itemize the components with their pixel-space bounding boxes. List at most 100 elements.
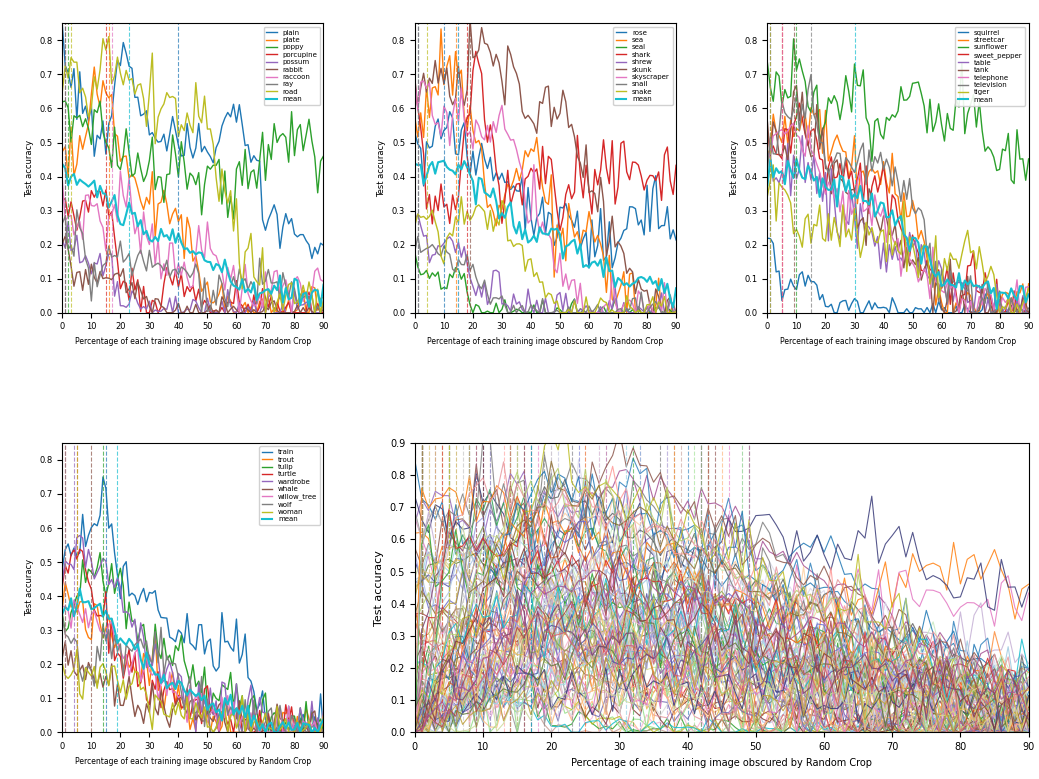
X-axis label: Percentage of each training image obscured by Random Crop: Percentage of each training image obscur…: [75, 756, 311, 766]
Line: whale: whale: [62, 642, 323, 732]
poppy: [210, 160, 222, 170]
Legend: plain, plate, poppy, porcupine, possum, rabbit, raccoon, ray, road, mean: plain, plate, poppy, porcupine, possum, …: [264, 26, 320, 105]
turtle: [213, 728, 225, 737]
table: [987, 306, 1000, 315]
plain: [117, 38, 130, 48]
road: [259, 308, 271, 317]
ray: [283, 292, 295, 301]
raccoon: [315, 275, 327, 284]
television: [967, 308, 980, 317]
snail: [408, 246, 421, 256]
mean: [664, 294, 676, 304]
mean: [302, 302, 315, 312]
woman: [317, 710, 329, 720]
Line: mean: mean: [768, 159, 1029, 309]
tiger: [1019, 292, 1032, 301]
plain: [317, 241, 329, 250]
mean: [667, 302, 680, 312]
telephone: [953, 308, 965, 317]
raccoon: [126, 206, 138, 215]
whale: [56, 653, 69, 662]
Line: trout: trout: [62, 583, 323, 732]
Line: willow_tree: willow_tree: [62, 600, 323, 732]
road: [317, 295, 329, 305]
wardrobe: [126, 622, 138, 632]
trout: [213, 728, 225, 737]
Line: tank: tank: [768, 86, 1029, 312]
raccoon: [56, 176, 69, 185]
sunflower: [796, 66, 808, 76]
skunk: [408, 74, 421, 83]
shrew: [478, 277, 490, 287]
mean: [825, 185, 837, 194]
television: [805, 70, 818, 79]
sunflower: [1019, 175, 1032, 185]
wolf: [56, 612, 69, 621]
tank: [987, 308, 1000, 317]
telephone: [788, 118, 800, 128]
plain: [276, 222, 289, 231]
rabbit: [283, 308, 295, 317]
shark: [635, 171, 647, 181]
train: [126, 588, 138, 597]
squirrel: [1022, 308, 1035, 317]
Line: turtle: turtle: [62, 549, 323, 732]
ray: [317, 300, 329, 309]
sweet_pepper: [825, 152, 837, 161]
wardrobe: [119, 607, 132, 616]
trout: [59, 578, 72, 587]
Line: tiger: tiger: [768, 165, 1029, 312]
tulip: [56, 609, 69, 619]
rose: [441, 123, 453, 132]
road: [315, 308, 327, 317]
tiger: [796, 242, 808, 252]
television: [1022, 304, 1035, 313]
telephone: [831, 184, 844, 193]
porcupine: [56, 196, 69, 205]
streetcar: [1019, 306, 1032, 315]
shark: [667, 190, 680, 199]
snake: [554, 308, 566, 317]
tank: [762, 118, 774, 127]
poppy: [283, 157, 295, 167]
squirrel: [822, 302, 834, 312]
snake: [478, 207, 490, 217]
tank: [796, 87, 808, 97]
woman: [283, 728, 295, 737]
wolf: [117, 671, 130, 681]
sea: [667, 298, 680, 308]
ray: [195, 308, 208, 317]
tiger: [762, 191, 774, 200]
rabbit: [315, 308, 327, 317]
possum: [283, 308, 295, 317]
mean: [562, 240, 575, 249]
raccoon: [114, 167, 127, 176]
possum: [146, 308, 159, 317]
plate: [228, 308, 240, 317]
plate: [317, 293, 329, 302]
squirrel: [793, 270, 805, 280]
trout: [315, 728, 327, 737]
tulip: [210, 694, 222, 703]
table: [1022, 308, 1035, 317]
sunflower: [1022, 154, 1035, 164]
willow_tree: [317, 707, 329, 717]
shark: [670, 160, 683, 170]
raccoon: [119, 203, 132, 212]
Line: train: train: [62, 477, 323, 732]
wardrobe: [213, 728, 225, 737]
whale: [317, 728, 329, 737]
tiger: [915, 245, 928, 254]
plate: [119, 151, 132, 160]
snake: [473, 200, 485, 210]
raccoon: [279, 275, 292, 284]
woman: [213, 714, 225, 724]
wolf: [317, 728, 329, 737]
willow_tree: [254, 728, 266, 737]
plate: [88, 62, 101, 72]
wardrobe: [74, 530, 86, 540]
Line: skunk: skunk: [415, 19, 676, 312]
plate: [126, 170, 138, 179]
rose: [478, 154, 490, 164]
rabbit: [56, 238, 69, 248]
